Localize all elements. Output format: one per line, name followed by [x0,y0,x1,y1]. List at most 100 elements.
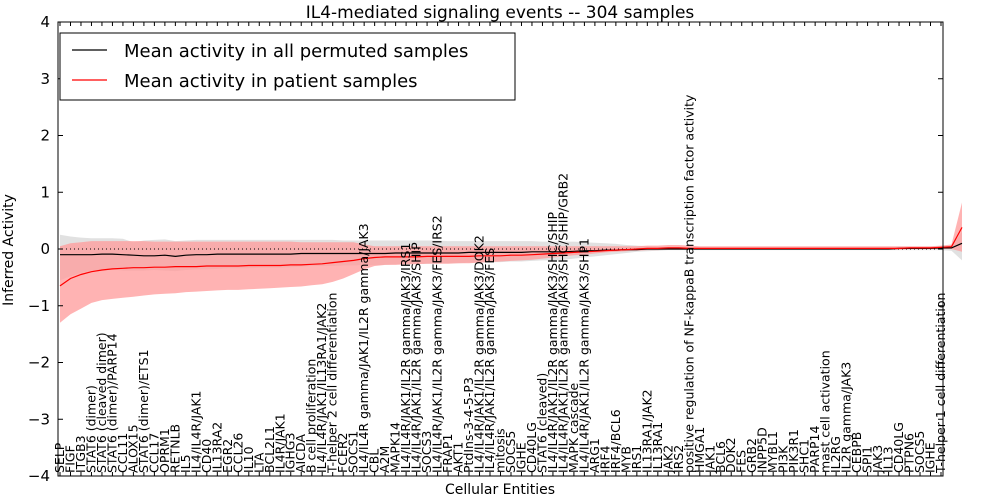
category-label: CD40LG [524,422,539,473]
category-label: ALOX15 [125,424,140,473]
category-label: OPRM1 [157,428,172,473]
category-label: IL4/IL4R/JAK1/IL13RA1/JAK2 [314,303,329,473]
y-tick-label: 1 [40,183,50,201]
category-label: IL5 [178,454,193,473]
category-label: PI3K [776,445,791,473]
category-label: STAT6 (dimer) [84,385,99,473]
category-label: positive regulation of NF-kappaB transcr… [681,94,696,473]
category-label: FIGF [63,445,78,473]
category-label: DOK2 [723,437,738,473]
category-label: IL13RA1 [650,422,665,473]
category-label: IL4R/JAK1 [272,413,287,473]
category-label: mitosis [493,428,508,473]
y-tick-label: 3 [40,70,50,88]
category-label: IL4/IL4R/JAK1/IL2R gamma/JAK3/SHC/SHIP/G… [555,173,570,473]
category-label: ITGB3 [73,435,88,473]
y-tick-label: −1 [28,297,50,315]
category-label: IL10 [241,446,256,473]
category-label: B cell proliferation [304,359,319,473]
category-label: JAK1 [702,445,717,474]
category-label: CCL11 [115,433,130,473]
category-label: STAT6 (dimer)/PARP14 [104,333,119,473]
category-label: MAPK cascade [566,382,581,473]
category-label: STAT6 (cleaved) [535,373,550,473]
category-label: IRF4/BCL6 [608,409,623,473]
category-label: BCL6 [713,441,728,473]
category-label: IL4/IL4R/JAK1 [188,391,203,473]
category-label: PTPN6 [902,433,917,473]
category-label: STAT6 (dimer)/ETS1 [136,349,151,473]
category-label: BCL2L1 [262,426,277,473]
category-label: FCER2 [335,433,350,473]
y-tick-label: 0 [40,240,50,258]
series-line-patient [59,227,963,287]
y-axis-ticks: −4 −3 −2 −1 0 1 2 3 4 [28,13,943,485]
category-label: PARP14 [807,426,822,473]
y-tick-label: −3 [28,410,50,428]
category-label: IGHE [514,442,529,473]
category-label: CEBPB [849,432,864,473]
category-label: SOCS1 [346,431,361,473]
category-label: T-helper 2 cell differentiation [325,293,340,474]
category-label: IL4/IL4R/JAK1/IL2R gamma/JAK3/SHC/SHIP [545,212,560,473]
category-label: IL4/IL4R/JAK1/IL2R gamma/JAK3/SHP1 [576,238,591,473]
series-lines [59,227,963,287]
category-label: IL13RA1/JAK2 [639,389,654,473]
confidence-bands [60,202,962,323]
category-label: SOCS5 [912,431,927,473]
legend-label-patient: Mean activity in patient samples [124,71,418,92]
category-label: IL4/IL4R/JAK1/IL2R gamma/JAK3/IRS1 [398,243,413,473]
legend-label-permuted: Mean activity in all permuted samples [124,41,468,62]
category-label: CD40 [199,439,214,473]
category-label: CD40LG [891,422,906,473]
y-tick-label: −4 [28,467,50,485]
category-label: IL4/IL4R/JAK1/IL2R gamma/JAK3/FES/IRS2 [430,215,445,473]
x-axis-ticks [59,22,942,476]
category-label: GRB2 [744,438,759,473]
category-label: SOCS3 [419,431,434,473]
y-axis-label: Inferred Activity [1,194,17,306]
category-label: LTA [251,452,266,473]
category-label: EGR2 [220,439,235,473]
category-label: SPI1 [860,446,875,473]
category-label: JAK3 [870,445,885,474]
category-label: SOCS5 [503,431,518,473]
y-tick-label: −2 [28,354,50,372]
category-label: CBL [367,449,382,473]
category-label: AICDA [293,434,308,473]
category-label: INPP5D [755,427,770,473]
category-label: T-helper 1 cell differentiation [933,293,948,474]
category-label: PIK3R1 [786,429,801,473]
x-axis-label: Cellular Entities [445,482,555,498]
category-label: IL4/IL4R gamma/JAK1/IL2R gamma/JAK3 [356,223,371,473]
chart-title: IL4-mediated signaling events -- 304 sam… [306,3,695,23]
category-label: IGHE [923,442,938,473]
category-label: A2M [377,446,392,473]
category-label: IL4/IL4R/JAK1/IL2R gamma/JAK3/DOK2 [472,235,487,473]
category-label: IL13 [881,446,896,473]
category-label: FES [734,450,749,473]
category-label: IRS1 [629,445,644,473]
category-label: CCL17 [146,433,161,473]
category-label: mast cell activation [818,350,833,473]
category-label: STAT6 (cleaved dimer) [94,332,109,473]
category-label: HMGA1 [692,427,707,473]
category-label: IGHG3 [283,433,298,473]
category-label: CCL26 [230,433,245,473]
y-tick-label: 4 [40,13,50,31]
category-label: PtdIns-3-4-5-P3 [461,377,476,473]
category-label: FRAP1 [440,434,455,473]
category-label: MAPK14 [388,422,403,473]
category-label: AKT1 [451,442,466,473]
patient-band [60,202,962,323]
category-label: IL2R gamma/JAK3 [839,362,854,473]
category-label: IRF4 [597,445,612,473]
legend: Mean activity in all permuted samples Me… [59,32,516,101]
category-label: IL4/IL4R/JAK1/IL2R gamma/JAK3/SHIP [409,242,424,473]
y-tick-label: 2 [40,127,50,145]
category-label: IL13RA2 [209,422,224,473]
category-label: RETNLB [167,424,182,473]
